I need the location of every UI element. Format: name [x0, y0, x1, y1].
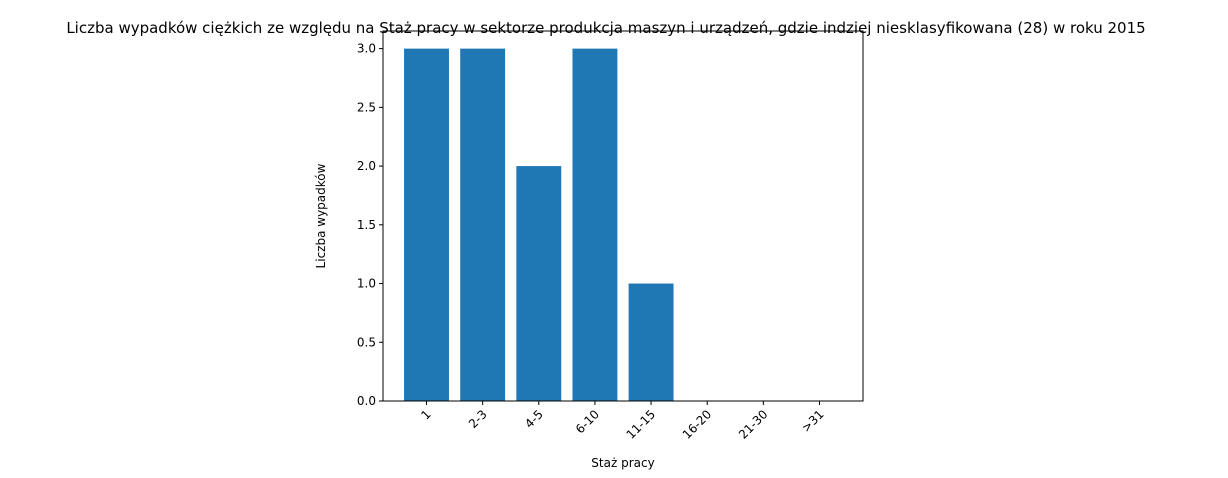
- y-tick-label: 2.0: [357, 159, 376, 173]
- plot-area: 0.0 0.5 1.0 1.5 2.0 2.5 3.0 1 2-3 4-5 6-10 11-15 16…: [357, 30, 864, 442]
- y-tick-label: 0.0: [357, 394, 376, 408]
- x-tick-label: 4-5: [522, 407, 546, 431]
- x-tick-label: 16-20: [680, 407, 715, 442]
- y-axis: 0.0 0.5 1.0 1.5 2.0 2.5 3.0: [357, 42, 383, 408]
- x-tick-label: 1: [418, 407, 433, 422]
- bar-11-15: [628, 283, 674, 401]
- x-axis: 1 2-3 4-5 6-10 11-15 16-20 21-30 >31: [418, 401, 827, 442]
- bar-2-3: [460, 48, 506, 401]
- y-axis-label: Liczba wypadków: [314, 163, 328, 268]
- y-tick-label: 0.5: [357, 335, 376, 349]
- x-tick-label: 2-3: [466, 407, 490, 431]
- chart-title: Liczba wypadków ciężkich ze względu na S…: [66, 19, 1145, 37]
- x-tick-label: >31: [799, 407, 827, 435]
- bar-4-5: [516, 166, 562, 401]
- x-tick-label: 6-10: [573, 407, 602, 436]
- bar-1: [404, 48, 449, 401]
- x-tick-label: 21-30: [736, 407, 771, 442]
- y-tick-label: 2.5: [357, 100, 376, 114]
- y-tick-label: 1.5: [357, 218, 376, 232]
- bar-6-10: [572, 48, 618, 401]
- y-tick-label: 3.0: [357, 42, 376, 56]
- x-axis-label: Staż pracy: [591, 456, 654, 470]
- bars: [404, 48, 674, 401]
- y-tick-label: 1.0: [357, 277, 376, 291]
- axes-frame: [382, 30, 864, 402]
- x-tick-label: 11-15: [624, 407, 659, 442]
